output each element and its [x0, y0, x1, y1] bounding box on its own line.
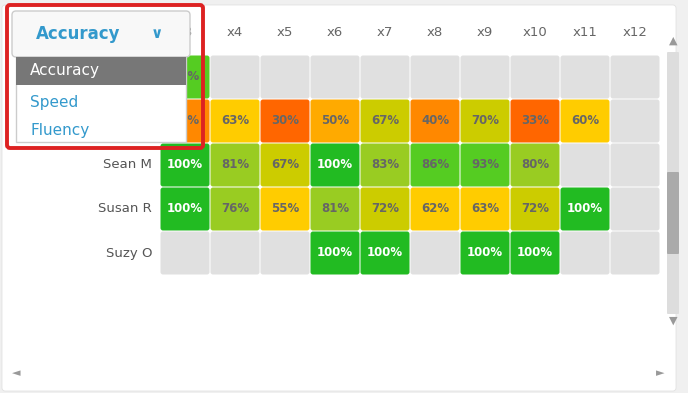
Text: x12: x12 — [623, 26, 647, 40]
FancyBboxPatch shape — [411, 231, 460, 274]
FancyBboxPatch shape — [561, 99, 610, 143]
Text: 40%: 40% — [421, 114, 449, 127]
FancyBboxPatch shape — [610, 187, 660, 231]
Text: 100%: 100% — [467, 246, 503, 259]
Text: 86%: 86% — [171, 70, 199, 83]
Text: 60%: 60% — [571, 114, 599, 127]
FancyBboxPatch shape — [667, 52, 679, 314]
Text: Accuracy: Accuracy — [30, 64, 100, 79]
Text: 81%: 81% — [221, 158, 249, 171]
FancyBboxPatch shape — [211, 231, 259, 274]
FancyBboxPatch shape — [561, 187, 610, 231]
FancyBboxPatch shape — [460, 99, 510, 143]
Text: 67%: 67% — [371, 114, 399, 127]
FancyBboxPatch shape — [667, 172, 679, 254]
Text: Accuracy: Accuracy — [36, 25, 120, 43]
FancyBboxPatch shape — [460, 231, 510, 274]
Text: x11: x11 — [572, 26, 597, 40]
Text: 55%: 55% — [271, 202, 299, 215]
FancyBboxPatch shape — [610, 99, 660, 143]
Text: 33%: 33% — [521, 114, 549, 127]
FancyBboxPatch shape — [561, 55, 610, 99]
Text: 100%: 100% — [517, 246, 553, 259]
Text: ▼: ▼ — [669, 316, 677, 326]
Text: Fluency: Fluency — [30, 123, 89, 138]
Text: x4: x4 — [227, 26, 243, 40]
FancyBboxPatch shape — [510, 55, 559, 99]
Text: 63%: 63% — [221, 114, 249, 127]
Text: 63%: 63% — [471, 202, 499, 215]
FancyBboxPatch shape — [411, 55, 460, 99]
Text: x10: x10 — [523, 26, 548, 40]
Text: 50%: 50% — [321, 114, 349, 127]
FancyBboxPatch shape — [261, 143, 310, 187]
FancyBboxPatch shape — [610, 55, 660, 99]
Text: 62%: 62% — [421, 202, 449, 215]
FancyBboxPatch shape — [510, 231, 559, 274]
Text: 100%: 100% — [367, 246, 403, 259]
Text: 93%: 93% — [471, 158, 499, 171]
FancyBboxPatch shape — [310, 187, 360, 231]
Text: 86%: 86% — [421, 158, 449, 171]
Text: 100%: 100% — [567, 202, 603, 215]
FancyBboxPatch shape — [2, 5, 676, 391]
Text: ∨: ∨ — [151, 26, 163, 42]
Text: x9: x9 — [477, 26, 493, 40]
Text: 76%: 76% — [221, 202, 249, 215]
FancyBboxPatch shape — [460, 55, 510, 99]
FancyBboxPatch shape — [310, 99, 360, 143]
Text: 67%: 67% — [271, 158, 299, 171]
Text: 30%: 30% — [271, 114, 299, 127]
FancyBboxPatch shape — [160, 99, 210, 143]
FancyBboxPatch shape — [16, 57, 186, 85]
FancyBboxPatch shape — [361, 187, 409, 231]
Text: 70%: 70% — [471, 114, 499, 127]
FancyBboxPatch shape — [12, 11, 190, 57]
FancyBboxPatch shape — [460, 187, 510, 231]
FancyBboxPatch shape — [610, 231, 660, 274]
Text: 100%: 100% — [317, 246, 353, 259]
FancyBboxPatch shape — [16, 57, 186, 142]
FancyBboxPatch shape — [361, 99, 409, 143]
FancyBboxPatch shape — [411, 187, 460, 231]
FancyBboxPatch shape — [361, 231, 409, 274]
Text: x6: x6 — [327, 26, 343, 40]
FancyBboxPatch shape — [310, 143, 360, 187]
Text: Susan R: Susan R — [98, 202, 152, 215]
FancyBboxPatch shape — [361, 143, 409, 187]
FancyBboxPatch shape — [310, 55, 360, 99]
FancyBboxPatch shape — [610, 143, 660, 187]
FancyBboxPatch shape — [160, 231, 210, 274]
FancyBboxPatch shape — [460, 143, 510, 187]
Text: ◄: ◄ — [12, 368, 20, 378]
Text: ▲: ▲ — [669, 36, 677, 46]
FancyBboxPatch shape — [211, 187, 259, 231]
FancyBboxPatch shape — [261, 99, 310, 143]
FancyBboxPatch shape — [361, 55, 409, 99]
Text: John S: John S — [110, 114, 152, 127]
Text: Jenny P: Jenny P — [103, 70, 152, 83]
FancyBboxPatch shape — [211, 99, 259, 143]
Text: 83%: 83% — [371, 158, 399, 171]
FancyBboxPatch shape — [310, 231, 360, 274]
Text: ►: ► — [656, 368, 664, 378]
Text: 100%: 100% — [317, 158, 353, 171]
FancyBboxPatch shape — [411, 143, 460, 187]
FancyBboxPatch shape — [160, 187, 210, 231]
Text: 80%: 80% — [521, 158, 549, 171]
Text: x5: x5 — [277, 26, 293, 40]
Text: Sean M: Sean M — [103, 158, 152, 171]
FancyBboxPatch shape — [510, 187, 559, 231]
FancyBboxPatch shape — [261, 187, 310, 231]
Text: x7: x7 — [377, 26, 393, 40]
Text: 40%: 40% — [171, 114, 199, 127]
FancyBboxPatch shape — [561, 143, 610, 187]
FancyBboxPatch shape — [261, 55, 310, 99]
FancyBboxPatch shape — [211, 143, 259, 187]
Text: x8: x8 — [427, 26, 443, 40]
Text: 81%: 81% — [321, 202, 349, 215]
FancyBboxPatch shape — [261, 231, 310, 274]
Text: 100%: 100% — [167, 202, 203, 215]
